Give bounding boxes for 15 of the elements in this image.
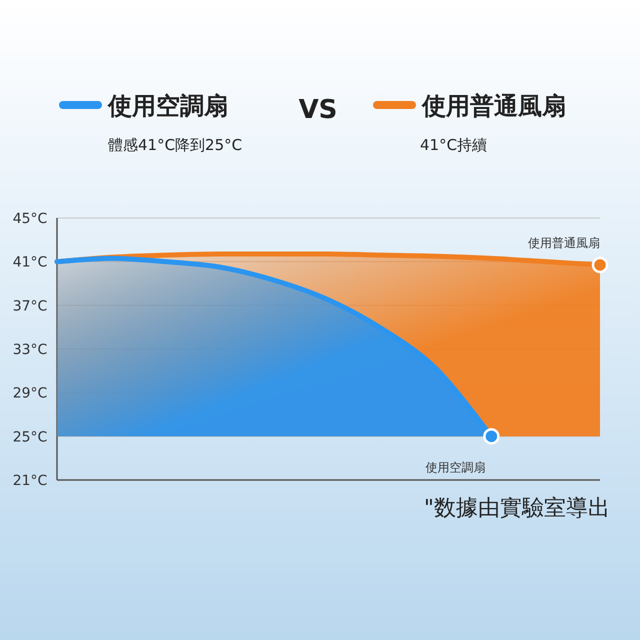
text: 使用普通風扇 [528, 236, 600, 250]
y-tick-label: 29°C [12, 386, 48, 402]
text: "数據由實驗室導出 [424, 496, 610, 521]
text: 使用空調扇 [425, 460, 486, 474]
y-tick-label: 45°C [12, 211, 48, 227]
legend-label: 使用空調扇 [107, 92, 228, 120]
text: VS [298, 95, 338, 125]
text: 41°C持續 [420, 136, 488, 154]
text: 體感41°C降到25°C [108, 136, 242, 154]
legend-label: 使用普通風扇 [421, 92, 566, 120]
y-tick-label: 37°C [12, 298, 48, 314]
y-tick-label: 41°C [12, 254, 48, 271]
y-tick-label: 25°C [12, 429, 48, 446]
y-tick-label: 33°C [12, 342, 48, 358]
y-tick-label: 21°C [12, 473, 48, 489]
